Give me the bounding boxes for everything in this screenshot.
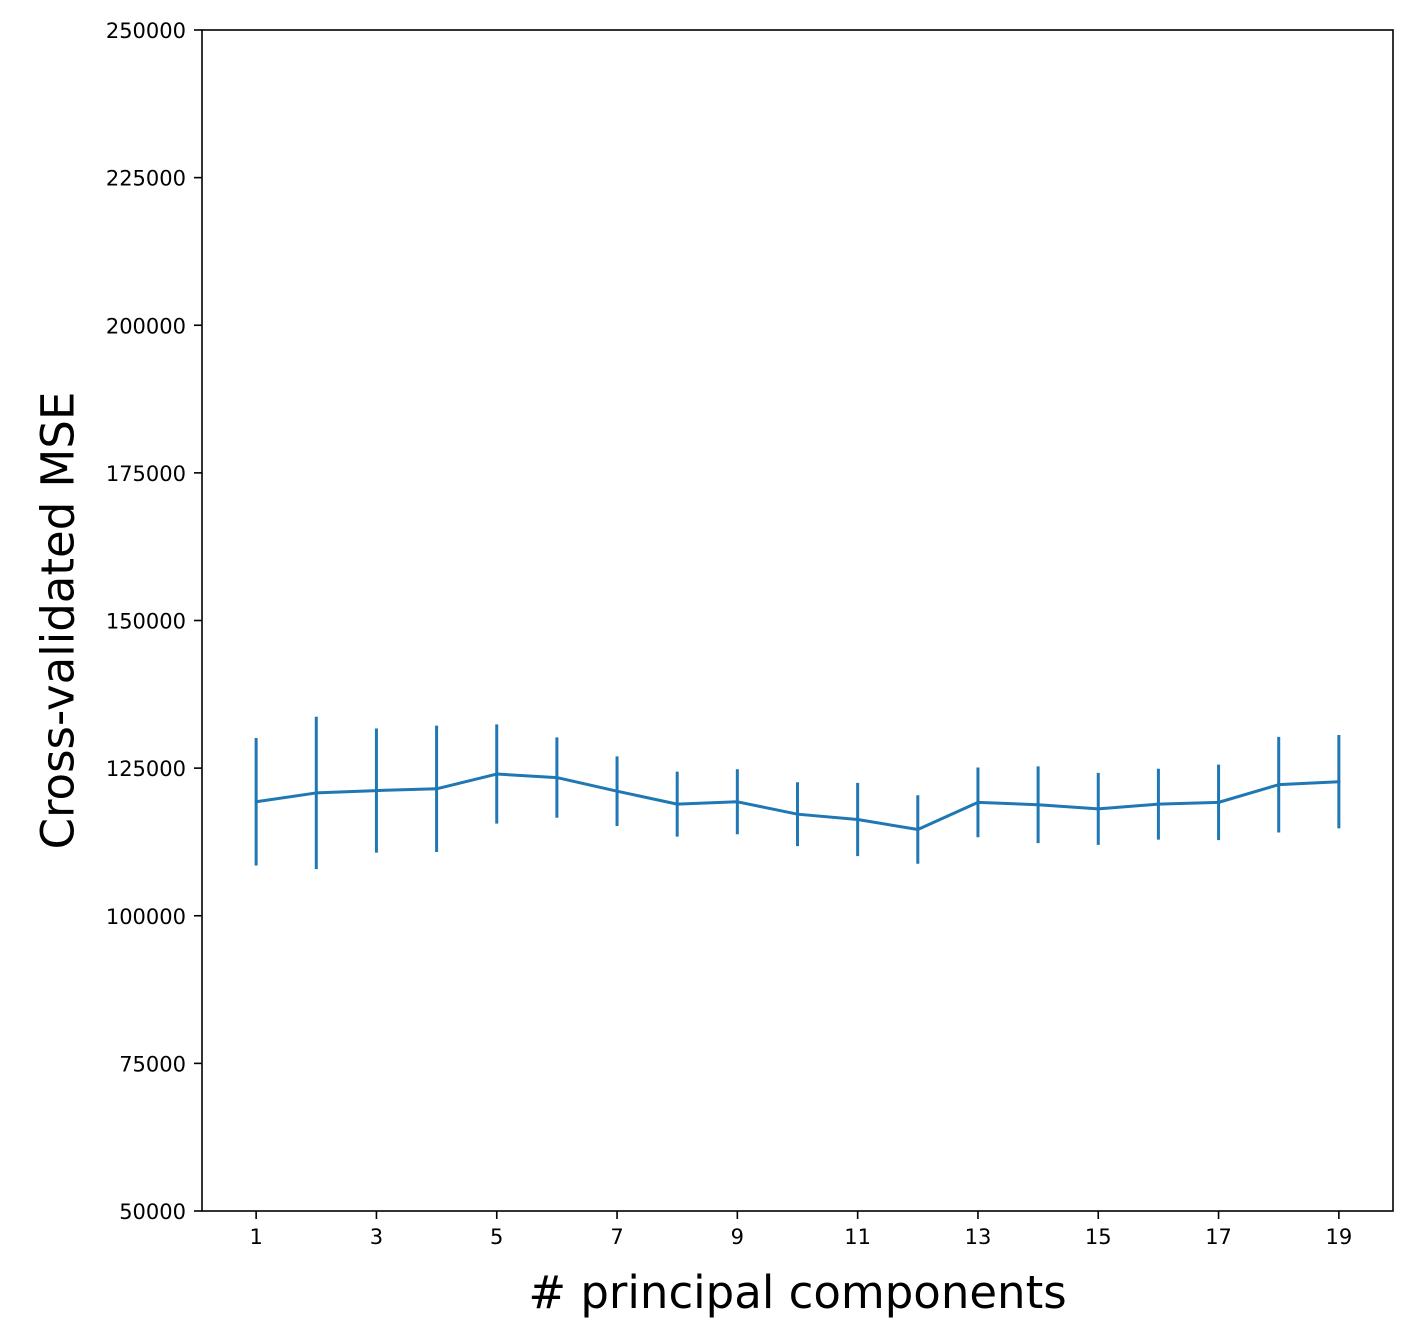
x-axis: 1 3 5 7 9 11 13 15 17 19 bbox=[249, 1211, 1352, 1249]
data-point bbox=[555, 776, 559, 780]
data-point bbox=[796, 812, 799, 816]
x-tick-label: 3 bbox=[370, 1225, 383, 1249]
x-axis-label: # principal components bbox=[528, 1266, 1066, 1319]
data-point bbox=[254, 800, 258, 804]
data-point bbox=[615, 789, 619, 793]
plot-area bbox=[254, 716, 1341, 870]
y-tick-label: 75000 bbox=[119, 1052, 186, 1076]
x-tick-label: 13 bbox=[965, 1225, 992, 1249]
data-point bbox=[1277, 783, 1281, 787]
data-point bbox=[735, 800, 739, 804]
data-point bbox=[314, 791, 318, 795]
data-point bbox=[916, 828, 920, 832]
y-tick-label: 200000 bbox=[106, 314, 186, 338]
y-tick-label: 225000 bbox=[106, 167, 186, 191]
y-tick-label: 175000 bbox=[106, 462, 186, 486]
y-tick-label: 50000 bbox=[119, 1200, 186, 1224]
data-point bbox=[1217, 800, 1221, 804]
y-axis: 50000 75000 100000 125000 150000 175000 200000… bbox=[106, 19, 202, 1224]
x-tick-label: 7 bbox=[610, 1225, 623, 1249]
y-tick-label: 250000 bbox=[106, 19, 186, 43]
y-tick-label: 125000 bbox=[106, 757, 186, 781]
data-point bbox=[976, 800, 980, 804]
y-tick-label: 100000 bbox=[106, 905, 186, 929]
plot-frame bbox=[201, 29, 1394, 1212]
data-point bbox=[1337, 780, 1341, 784]
x-tick-label: 17 bbox=[1205, 1225, 1232, 1249]
data-point bbox=[856, 817, 860, 821]
x-tick-label: 5 bbox=[490, 1225, 503, 1249]
data-point bbox=[1156, 802, 1160, 806]
data-point bbox=[1036, 803, 1040, 807]
x-tick-label: 9 bbox=[731, 1225, 744, 1249]
x-tick-label: 15 bbox=[1085, 1225, 1112, 1249]
data-point bbox=[435, 787, 439, 791]
data-point bbox=[374, 789, 378, 793]
data-point bbox=[495, 772, 499, 776]
data-point bbox=[675, 802, 679, 806]
x-tick-label: 19 bbox=[1325, 1225, 1352, 1249]
x-tick-label: 1 bbox=[249, 1225, 262, 1249]
y-axis-label: Cross-validated MSE bbox=[32, 392, 85, 850]
y-tick-label: 150000 bbox=[106, 610, 186, 634]
x-tick-label: 11 bbox=[844, 1225, 871, 1249]
data-point bbox=[1096, 807, 1100, 811]
